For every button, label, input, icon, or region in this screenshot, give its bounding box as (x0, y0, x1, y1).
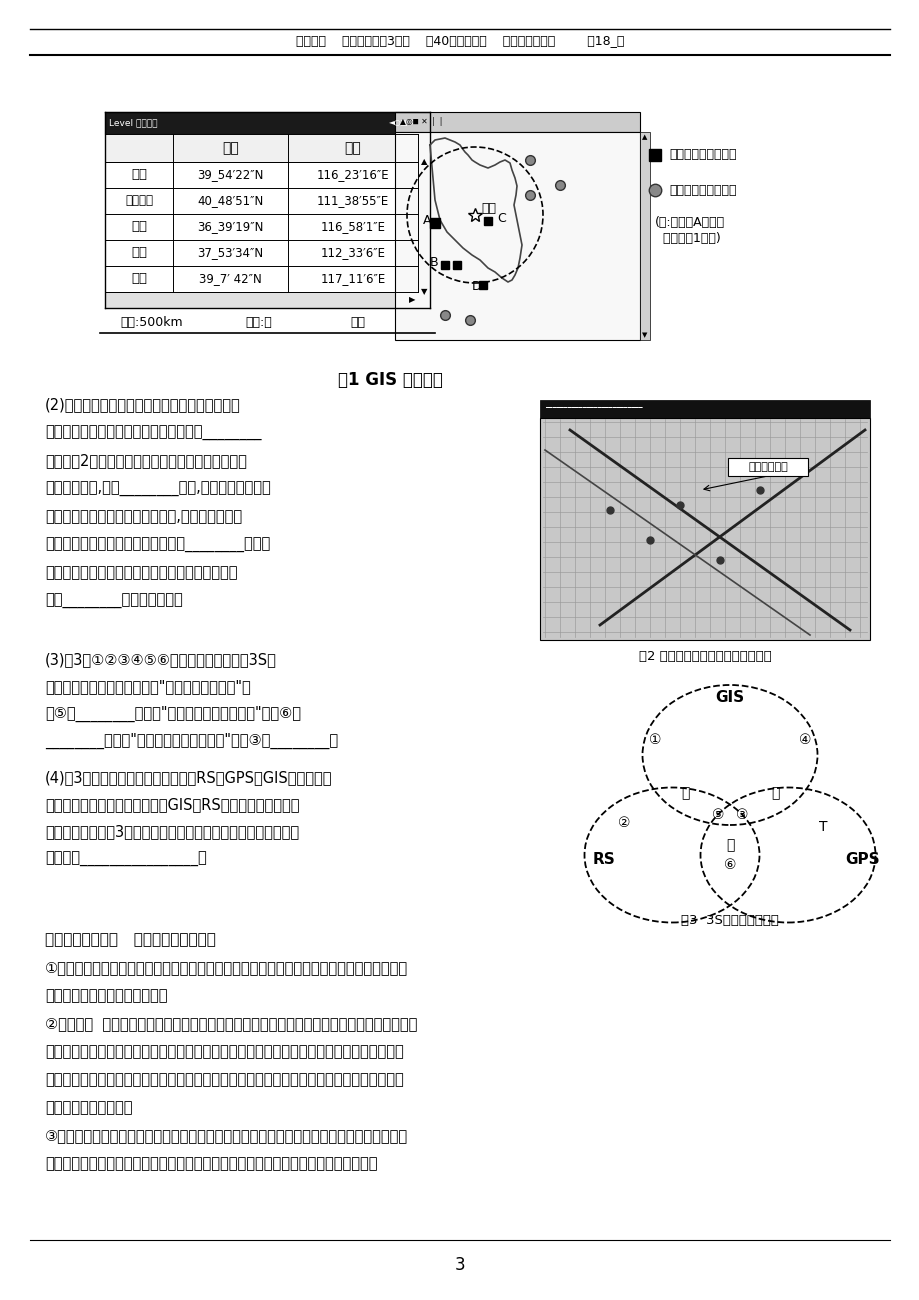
Text: 39_54′22″N: 39_54′22″N (197, 169, 264, 182)
Text: 111_38′55″E: 111_38′55″E (316, 195, 389, 208)
Text: ◄○▣✕: ◄○▣✕ (389, 118, 414, 127)
Bar (105, 266, 417, 292)
Text: 事故发生地点,利用________技术,快速设计出警车、: 事故发生地点,利用________技术,快速设计出警车、 (45, 481, 270, 497)
Text: 图2 交通监控与救援管理系统示意图: 图2 交通监控与救援管理系统示意图 (638, 650, 770, 663)
Text: 起来，加以灵活运用。: 起来，加以灵活运用。 (45, 1101, 132, 1115)
Text: 116_23′16″E: 116_23′16″E (316, 169, 389, 182)
Text: RS: RS (592, 853, 615, 867)
Text: (4)图3中各个圆的重叠部分分别代表RS、GPS、GIS不同组合的: (4)图3中各个圆的重叠部分分别代表RS、GPS、GIS不同组合的 (45, 771, 332, 785)
Text: ③注意联系：各种地理要素之间是相互联系、相互影响的，因此，在答题时应该注意地理事物: ③注意联系：各种地理要素之间是相互联系、相互影响的，因此，在答题时应该注意地理事… (45, 1128, 408, 1144)
Bar (105, 292, 417, 308)
Text: 112_33′6″E: 112_33′6″E (320, 247, 385, 260)
Text: ▼: ▼ (420, 287, 426, 296)
Text: 呼和浩特: 呼和浩特 (125, 195, 153, 208)
Bar (105, 112, 417, 134)
Text: 116_58′1″E: 116_58′1″E (320, 221, 385, 234)
Text: 选中: 选中 (349, 316, 365, 329)
Bar (394, 133, 640, 341)
Text: ①读懂题意：考生首先必须能够读懂题意，找出关键词，把握试题的中心含义，以及试题作答: ①读懂题意：考生首先必须能够读懂题意，找出关键词，把握试题的中心含义，以及试题作… (45, 961, 408, 975)
Text: 要求，这样才能做到有的放矢。: 要求，这样才能做到有的放矢。 (45, 988, 167, 1004)
Text: 39_7′ 42″N: 39_7′ 42″N (199, 273, 262, 286)
Text: B: B (429, 256, 438, 269)
Text: ⑥: ⑥ (723, 858, 735, 872)
Text: ▼: ▼ (641, 332, 647, 338)
Bar (394, 112, 640, 133)
Text: ①: ① (648, 733, 661, 748)
Text: 36_39′19″N: 36_39′19″N (197, 221, 264, 234)
Text: 是⑤和________，表示"提供空间定位信息功能"的是⑥和: 是⑤和________，表示"提供空间定位信息功能"的是⑥和 (45, 706, 301, 722)
Text: (3)图3中①②③④⑤⑥箭头指向线分别表示3S技: (3)图3中①②③④⑤⑥箭头指向线分别表示3S技 (45, 653, 277, 667)
Bar (105, 240, 417, 266)
Text: ④: ④ (798, 733, 811, 748)
Bar (640, 133, 650, 341)
Text: 技术。图2所示的交通监控与救援管理系统根据交通: 技术。图2所示的交通监控与救援管理系统根据交通 (45, 454, 246, 468)
Text: 综合应用，其中重叠部分乙代表GIS与RS技术的组合，丙代表: 综合应用，其中重叠部分乙代表GIS与RS技术的组合，丙代表 (45, 797, 300, 812)
Text: 117_11′6″E: 117_11′6″E (320, 273, 385, 286)
Text: 40_48′51″N: 40_48′51″N (198, 195, 264, 208)
Text: 天津: 天津 (130, 273, 147, 286)
Text: Level 信息查询: Level 信息查询 (108, 118, 157, 127)
Bar (539, 400, 869, 419)
Bar (105, 188, 417, 215)
Text: 纬度: 纬度 (221, 140, 239, 155)
Text: ⑤: ⑤ (711, 809, 723, 822)
Text: 37_53′34″N: 37_53′34″N (198, 247, 263, 260)
Text: ━━━━━━━━━━━━━━━━━━━━━━━━━━: ━━━━━━━━━━━━━━━━━━━━━━━━━━ (544, 407, 641, 412)
Text: (2)城市道路建设速度越来越快，地图测绘部门为: (2)城市道路建设速度越来越快，地图测绘部门为 (45, 398, 241, 412)
Text: ③: ③ (735, 809, 747, 822)
Text: 术的不同应用功能，其中表示"提供影像信息功能"的: 术的不同应用功能，其中表示"提供影像信息功能"的 (45, 680, 251, 694)
Text: 乙: 乙 (680, 786, 688, 800)
Bar (105, 214, 417, 240)
Text: 半径:500km: 半径:500km (119, 316, 183, 329)
Text: ________，表示"反馈影像信息处理结果"的是③和________。: ________，表示"反馈影像信息处理结果"的是③和________。 (45, 733, 338, 749)
Text: 和现象之间的相互联系，同时还要关注跨学科之间的联系，以及与生活实际的联系等。: 和现象之间的相互联系，同时还要关注跨学科之间的联系，以及与生活实际的联系等。 (45, 1157, 377, 1171)
Text: ▲: ▲ (641, 134, 647, 140)
Text: GPS: GPS (845, 853, 879, 867)
Text: 丙: 丙 (770, 786, 778, 800)
Text: C: C (496, 212, 505, 225)
Bar (727, 458, 807, 476)
Text: A: A (423, 213, 431, 226)
Text: 经度: 经度 (345, 140, 361, 155)
Text: 北京: 北京 (130, 169, 147, 182)
Text: 救护车赶往出事地的最佳行车路线,而交通事故发生: 救护车赶往出事地的最佳行车路线,而交通事故发生 (45, 510, 242, 524)
Bar (417, 134, 429, 292)
Text: 3: 3 (454, 1256, 465, 1274)
Text: 编辑:无: 编辑:无 (244, 316, 271, 329)
Text: 甲: 甲 (725, 838, 733, 852)
Text: ▲: ▲ (420, 157, 426, 166)
Text: ▲◎◼ ✕  |  |: ▲◎◼ ✕ | | (400, 117, 442, 126)
Text: 北京: 北京 (481, 203, 495, 216)
Text: 【规律方法总结】   读图综合题答题步骤: 【规律方法总结】 读图综合题答题步骤 (45, 932, 216, 948)
Text: 图3  3S技术的综合应用: 图3 3S技术的综合应用 (680, 914, 778, 927)
Text: 新郑外高    高三地理必修3复习    第40课时导学稿    主备人：张新枝        第18_周: 新郑外高 高三地理必修3复习 第40课时导学稿 主备人：张新枝 第18_周 (296, 35, 623, 48)
Text: 接收________颗卫星的信息。: 接收________颗卫星的信息。 (45, 594, 183, 608)
Text: GIS: GIS (715, 689, 743, 705)
Text: 图表的特点和作用认真掌握。在答题时认真看清图像、图表中所表现的内容，准确、全面而有: 图表的特点和作用认真掌握。在答题时认真看清图像、图表中所表现的内容，准确、全面而… (45, 1044, 403, 1060)
Text: 取的。为了能对运动中的汽车精确定位，至少需要: 取的。为了能对运动中的汽车精确定位，至少需要 (45, 566, 237, 581)
Text: T: T (818, 820, 826, 835)
Text: (注:北京至A地的图: (注:北京至A地的图 (654, 217, 724, 230)
Text: 济南: 济南 (130, 221, 147, 234)
Text: 图1 GIS 半径查询: 图1 GIS 半径查询 (337, 370, 442, 389)
Text: 太原: 太原 (130, 247, 147, 260)
Text: 效地从图示材料中提取显性的和隐性的信息。并要注意将图像、图表资料与文字资料有机结合: 效地从图示材料中提取显性的和隐性的信息。并要注意将图像、图表资料与文字资料有机结… (45, 1072, 403, 1088)
Text: D: D (471, 281, 482, 294)
Text: 查询半径范围外城市: 查询半径范围外城市 (668, 183, 736, 196)
Bar (539, 419, 869, 640)
Text: 交通事故地点: 交通事故地点 (747, 462, 787, 472)
Text: ②: ② (617, 816, 630, 829)
Text: 应用实例________________。: 应用实例________________。 (45, 852, 207, 867)
Text: 了及时更新城市道路变化信息，需要利用________: 了及时更新城市道路变化信息，需要利用________ (45, 425, 261, 441)
Text: 上距离为1厘米): 上距离为1厘米) (654, 233, 720, 246)
Text: ②看清图示  近几年的高考试题中很大一部分是与图相关的。因此，学生应该对各类地理图像、: ②看清图示 近几年的高考试题中很大一部分是与图相关的。因此，学生应该对各类地理图… (45, 1017, 417, 1031)
Bar (105, 134, 417, 162)
Text: 技术的组合。在图3所示的各个综合应用中任选一种组合，并写出: 技术的组合。在图3所示的各个综合应用中任选一种组合，并写出 (45, 824, 299, 840)
Text: 查询半径范围内城市: 查询半径范围内城市 (668, 148, 736, 161)
Text: ▶: ▶ (408, 295, 414, 304)
Text: 地与警车、救护车的精确位置是利用________技术获: 地与警车、救护车的精确位置是利用________技术获 (45, 537, 270, 552)
Bar (105, 162, 417, 188)
